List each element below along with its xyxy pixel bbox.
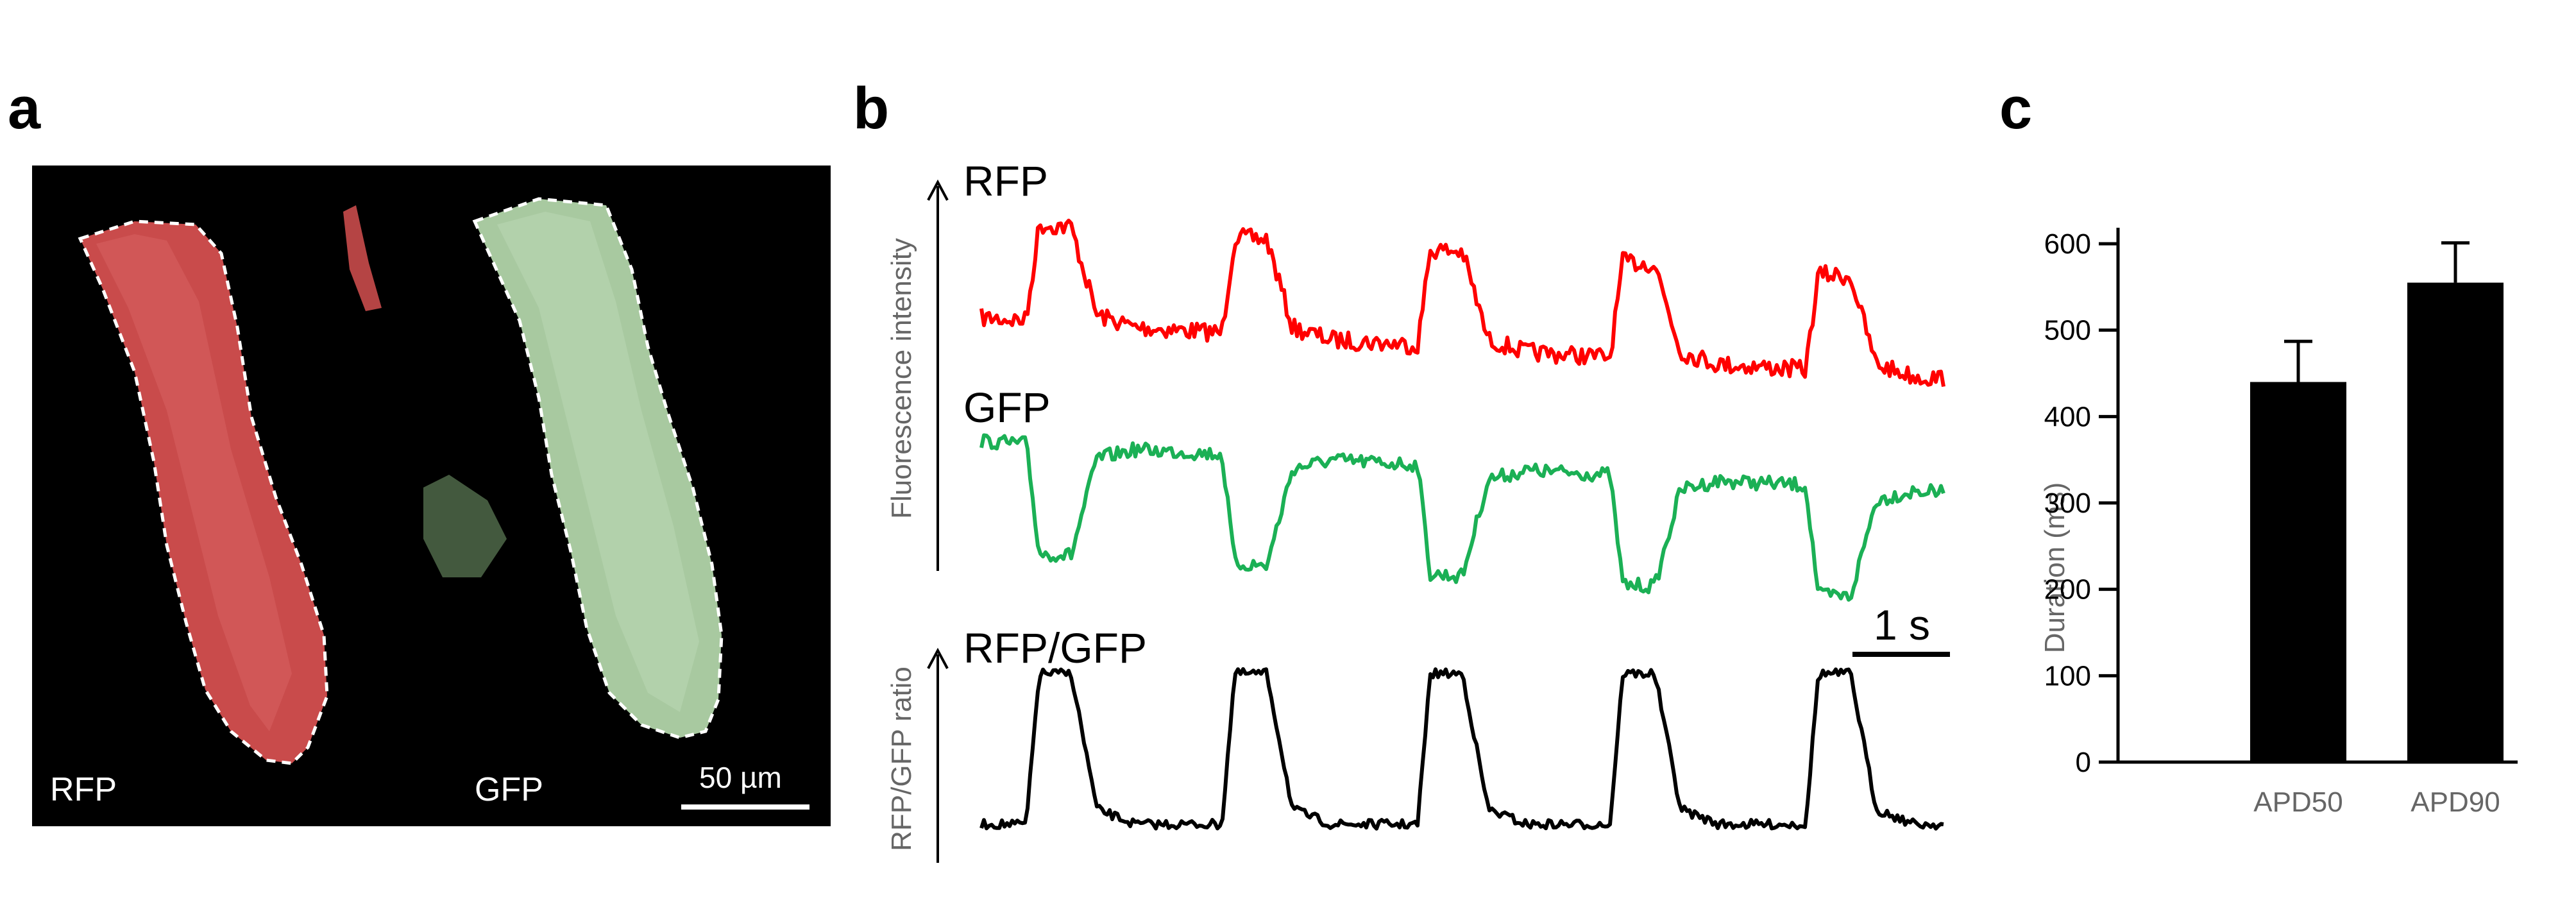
y-tick-label: 300	[2044, 488, 2091, 519]
gfp-trace	[979, 433, 1945, 602]
rfp-cell	[80, 221, 327, 763]
bar-chart-ylabel: Duration (ms)	[2039, 482, 2071, 654]
panel-label-a: a	[8, 76, 41, 141]
ratio-trace-label: RFP/GFP	[963, 624, 1147, 672]
scale-bar-label: 50 µm	[699, 761, 782, 794]
time-scale-label: 1 s	[1874, 601, 1930, 649]
gfp-cell	[475, 199, 722, 738]
bar-chart: Duration (ms) 0 100 200 300 400 500 600 APD50 AP…	[2039, 228, 2518, 818]
micrograph-rfp-label: RFP	[50, 771, 117, 808]
bar-apd90	[2407, 282, 2504, 763]
micrograph-gfp-label: GFP	[475, 771, 543, 808]
gfp-trace-label: GFP	[963, 384, 1051, 431]
gfp-cell-outline	[472, 197, 724, 740]
ratio-axis-label: RFP/GFP ratio	[886, 667, 917, 851]
y-tick-label: 100	[2044, 660, 2091, 692]
ratio-axis-arrow	[927, 647, 949, 669]
category-label-apd90: APD90	[2411, 786, 2500, 818]
intensity-axis-arrow	[927, 179, 949, 201]
panel-label-b: b	[853, 76, 889, 141]
category-label-apd50: APD50	[2253, 786, 2343, 818]
y-tick-label: 400	[2044, 401, 2091, 432]
traces-panel: Fluorescence intensity RFP/GFP ratio RFP…	[886, 157, 1950, 863]
rfp-trace-label: RFP	[963, 157, 1048, 205]
micrograph-panel: RFP GFP 50 µm	[32, 166, 831, 826]
y-tick-label: 600	[2044, 228, 2091, 260]
rfp-trace	[979, 218, 1945, 387]
ratio-trace	[979, 667, 1944, 831]
bar-apd50	[2250, 382, 2346, 762]
rfp-cell-outline	[78, 219, 329, 765]
rfp-debris	[343, 205, 382, 311]
panel-label-c: c	[1999, 76, 2032, 141]
y-tick-label: 200	[2044, 574, 2091, 606]
gfp-background-cell	[423, 475, 507, 577]
y-tick-label: 0	[2076, 747, 2091, 778]
intensity-axis-label: Fluorescence intensity	[886, 238, 917, 519]
gfp-cell-highlight	[497, 212, 699, 712]
y-tick-label: 500	[2044, 315, 2091, 346]
rfp-cell-highlight	[96, 234, 292, 731]
